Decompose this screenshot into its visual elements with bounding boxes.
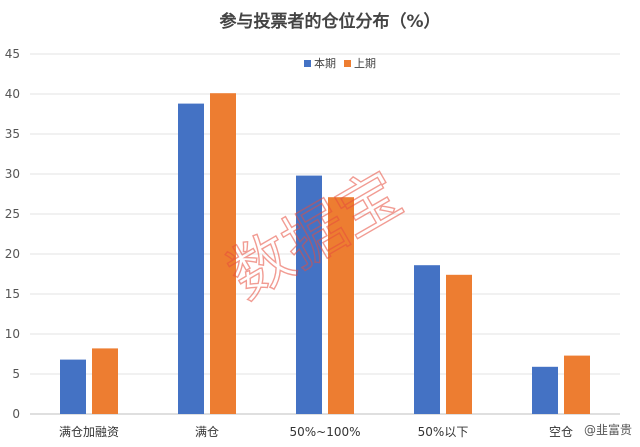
legend-swatch [304, 60, 311, 67]
legend-swatch [344, 60, 351, 67]
y-axis: 0 5 10 15 20 25 30 35 40 45 [5, 47, 20, 421]
x-category-label: 空仓 [549, 425, 573, 439]
y-tick-label: 30 [5, 167, 20, 181]
y-tick-label: 0 [12, 407, 20, 421]
bar-previous [210, 93, 236, 414]
x-category-label: 满仓加融资 [59, 425, 119, 439]
y-tick-label: 45 [5, 47, 20, 61]
y-tick-label: 15 [5, 287, 20, 301]
bar-previous [446, 274, 472, 414]
legend-label: 上期 [354, 57, 376, 70]
bar-current [414, 265, 440, 414]
x-category-label: 50%~100% [289, 425, 360, 439]
bar-previous [92, 348, 118, 414]
x-category-label: 50%以下 [418, 425, 469, 439]
gridlines [30, 53, 620, 415]
bar-previous [564, 355, 590, 414]
bar-current [532, 366, 558, 414]
bar-current [60, 359, 86, 414]
y-tick-label: 35 [5, 127, 20, 141]
bar-current [178, 103, 204, 414]
y-tick-label: 10 [5, 327, 20, 341]
legend: 本期 上期 [304, 56, 376, 70]
y-tick-label: 25 [5, 207, 20, 221]
bar-previous [328, 197, 354, 414]
y-tick-label: 20 [5, 247, 20, 261]
bars [60, 93, 590, 414]
y-tick-label: 40 [5, 87, 20, 101]
bar-current [296, 175, 322, 414]
chart-title: 参与投票者的仓位分布（%） [219, 11, 440, 32]
legend-label: 本期 [314, 56, 336, 70]
y-tick-label: 5 [12, 367, 20, 381]
x-category-label: 满仓 [195, 425, 219, 439]
credit-text: @韭富贵 [584, 422, 632, 437]
x-axis: 满仓加融资 满仓 50%~100% 50%以下 空仓 [59, 425, 573, 439]
